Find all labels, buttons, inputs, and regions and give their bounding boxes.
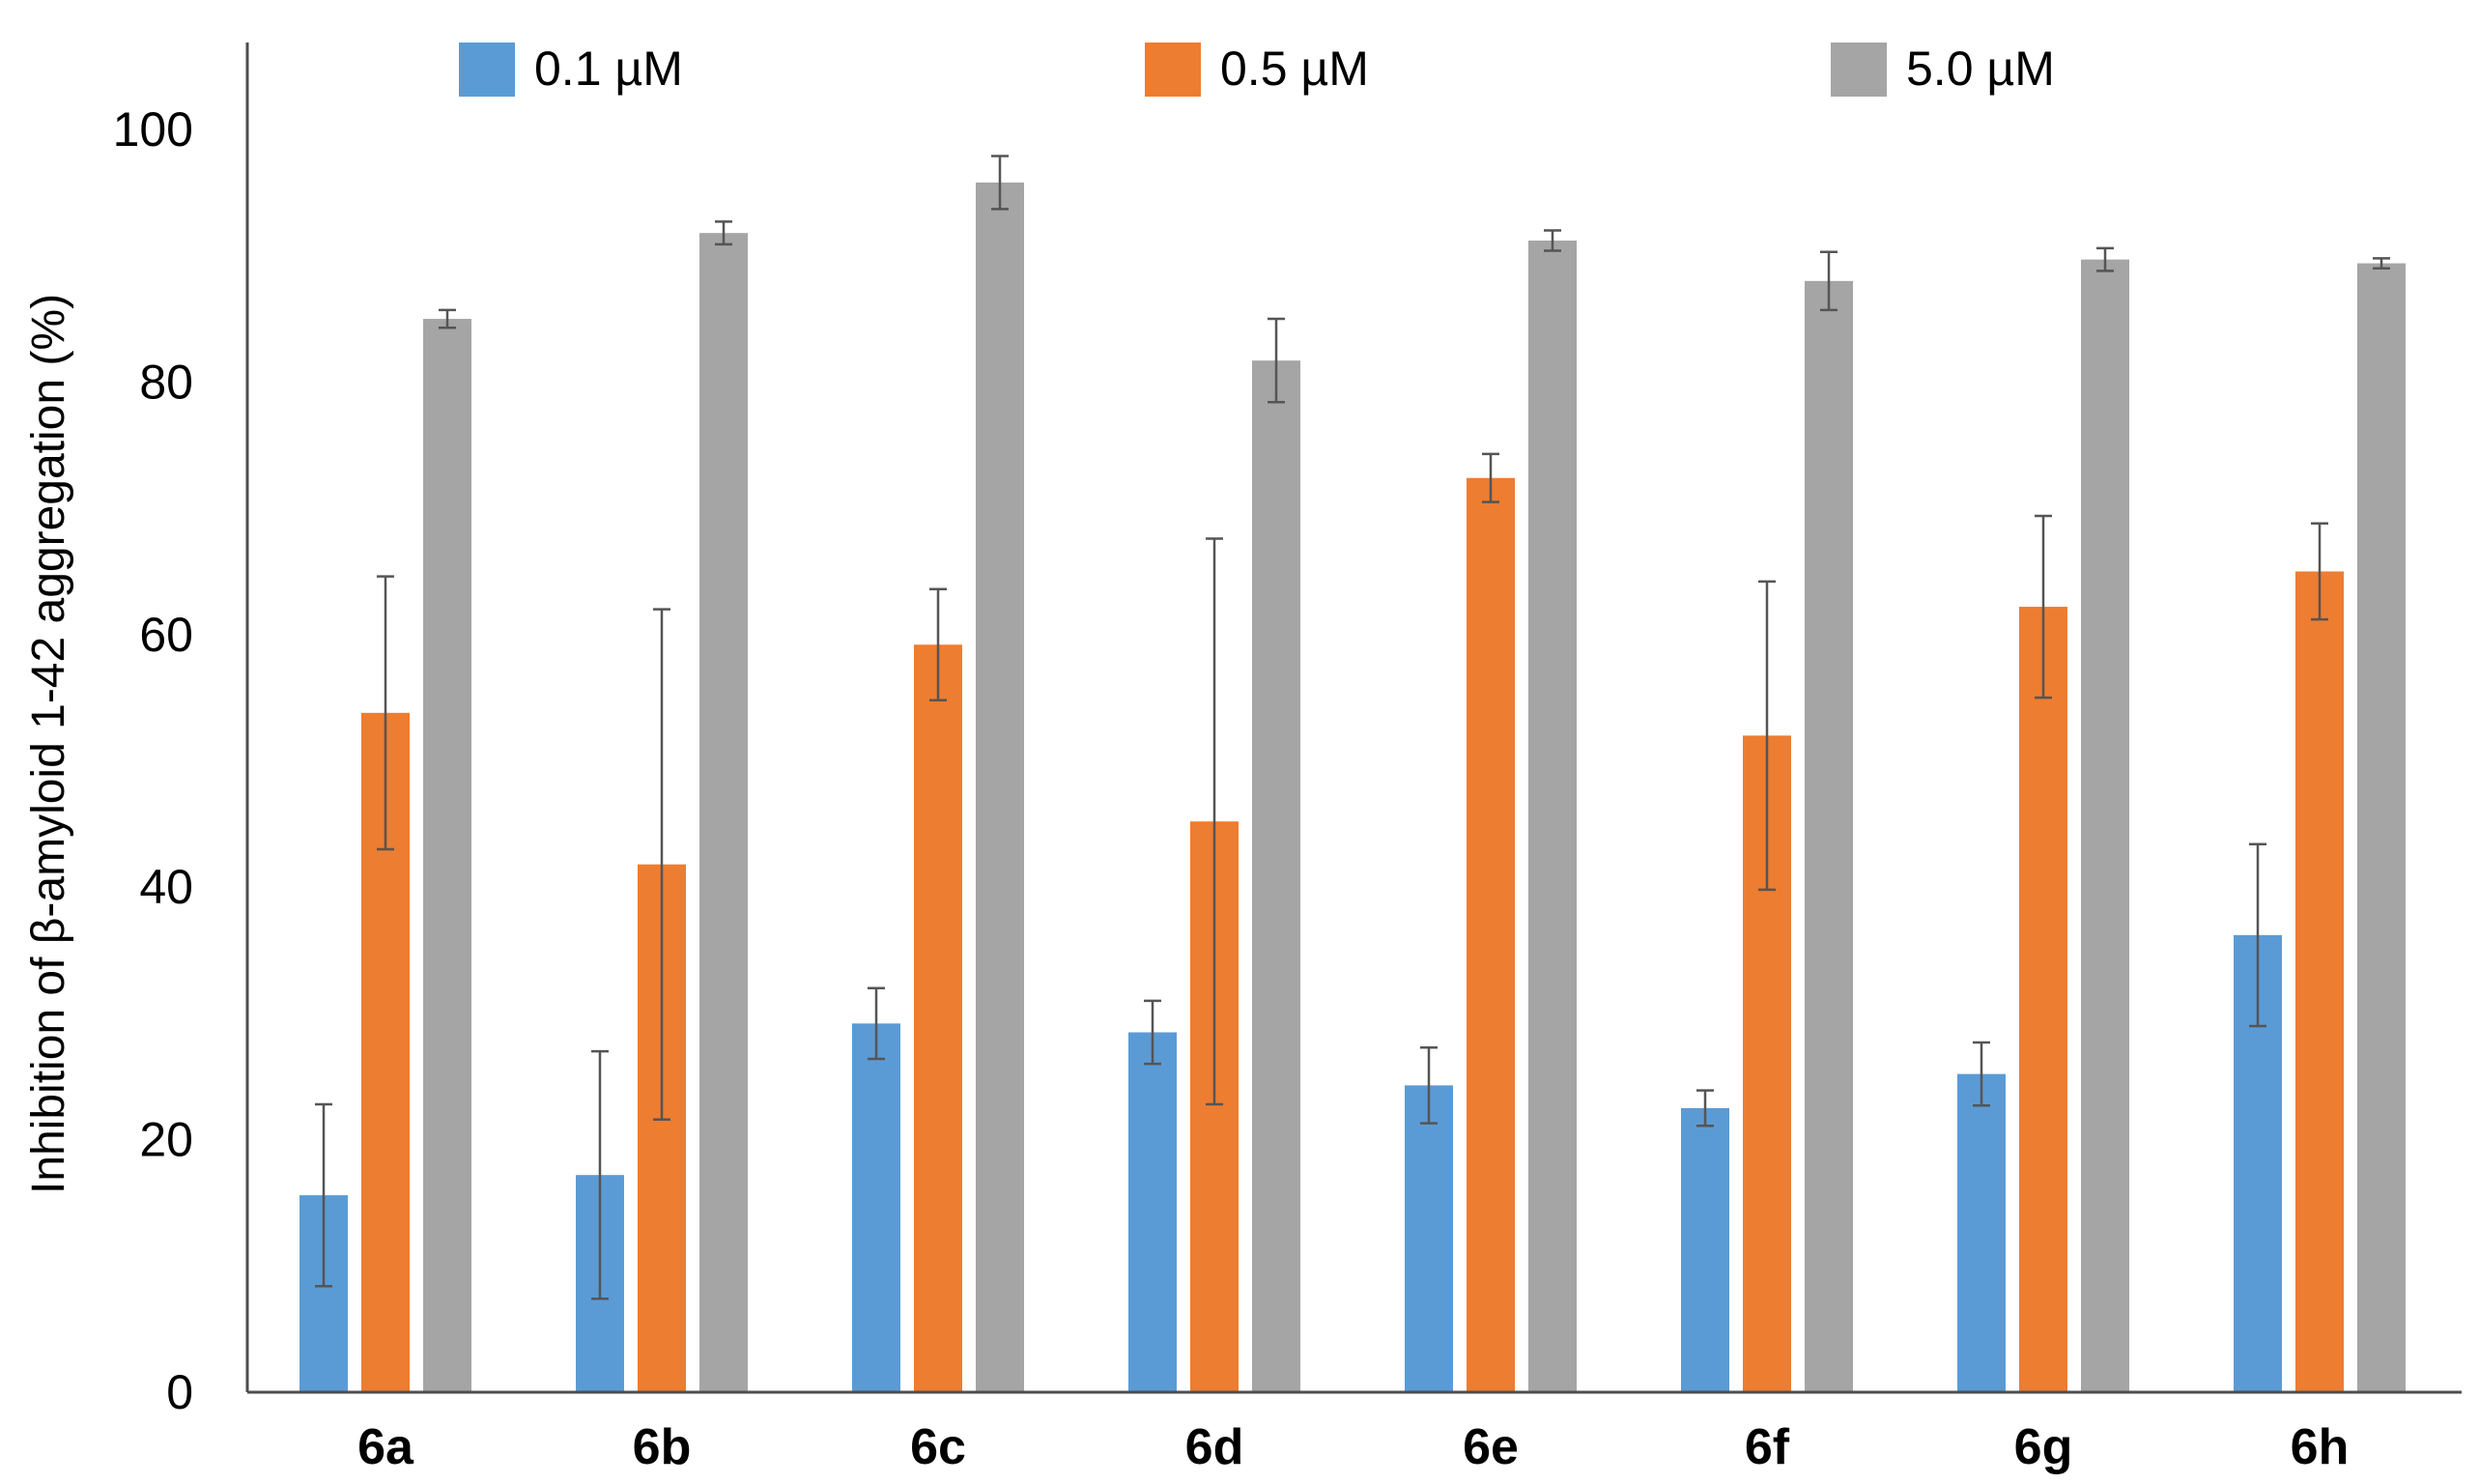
legend-swatch xyxy=(1145,43,1201,97)
bar xyxy=(914,644,962,1392)
x-tick-label: 6f xyxy=(1745,1419,1790,1475)
x-tick-label: 6d xyxy=(1185,1419,1244,1475)
bar xyxy=(1681,1107,1729,1392)
legend: 0.1 µM 0.5 µM 5.0 µM xyxy=(459,42,2055,97)
bar xyxy=(1957,1073,2006,1392)
legend-label: 5.0 µM xyxy=(1906,42,2055,96)
bar xyxy=(852,1023,900,1392)
x-tick-label: 6c xyxy=(910,1419,966,1475)
y-tick-label: 0 xyxy=(166,1365,193,1419)
bar xyxy=(1128,1032,1177,1392)
bar xyxy=(1252,360,1300,1392)
bar xyxy=(976,182,1024,1392)
chart-marks: 0 20 40 60 80 100 6a 6b 6c 6d 6e 6f 6g 6h xyxy=(113,102,2406,1475)
x-tick-label: 6e xyxy=(1463,1419,1519,1475)
y-tick-label: 40 xyxy=(139,860,193,914)
bar xyxy=(1805,280,1853,1393)
y-tick-label: 80 xyxy=(139,355,193,409)
y-axis-label: Inhibition of β-amyloid 1-42 aggregation… xyxy=(23,294,74,1194)
x-tick-label: 6b xyxy=(633,1419,692,1475)
bar xyxy=(2357,263,2406,1392)
x-tick-label: 6g xyxy=(2014,1419,2073,1475)
bar xyxy=(2081,259,2129,1393)
bar xyxy=(423,319,471,1392)
bar xyxy=(2295,571,2344,1392)
bar xyxy=(699,233,748,1393)
legend-swatch xyxy=(459,43,515,97)
legend-swatch xyxy=(1831,43,1887,97)
bar xyxy=(1467,477,1515,1392)
bar xyxy=(2019,607,2067,1392)
y-tick-label: 100 xyxy=(113,102,193,157)
x-tick-label: 6h xyxy=(2291,1419,2350,1475)
legend-label: 0.1 µM xyxy=(534,42,683,96)
x-tick-label: 6a xyxy=(357,1419,414,1475)
bar xyxy=(1405,1085,1453,1392)
legend-label: 0.5 µM xyxy=(1220,42,1369,96)
bar xyxy=(1528,241,1577,1393)
y-tick-label: 60 xyxy=(139,608,193,662)
y-tick-label: 20 xyxy=(139,1113,193,1167)
